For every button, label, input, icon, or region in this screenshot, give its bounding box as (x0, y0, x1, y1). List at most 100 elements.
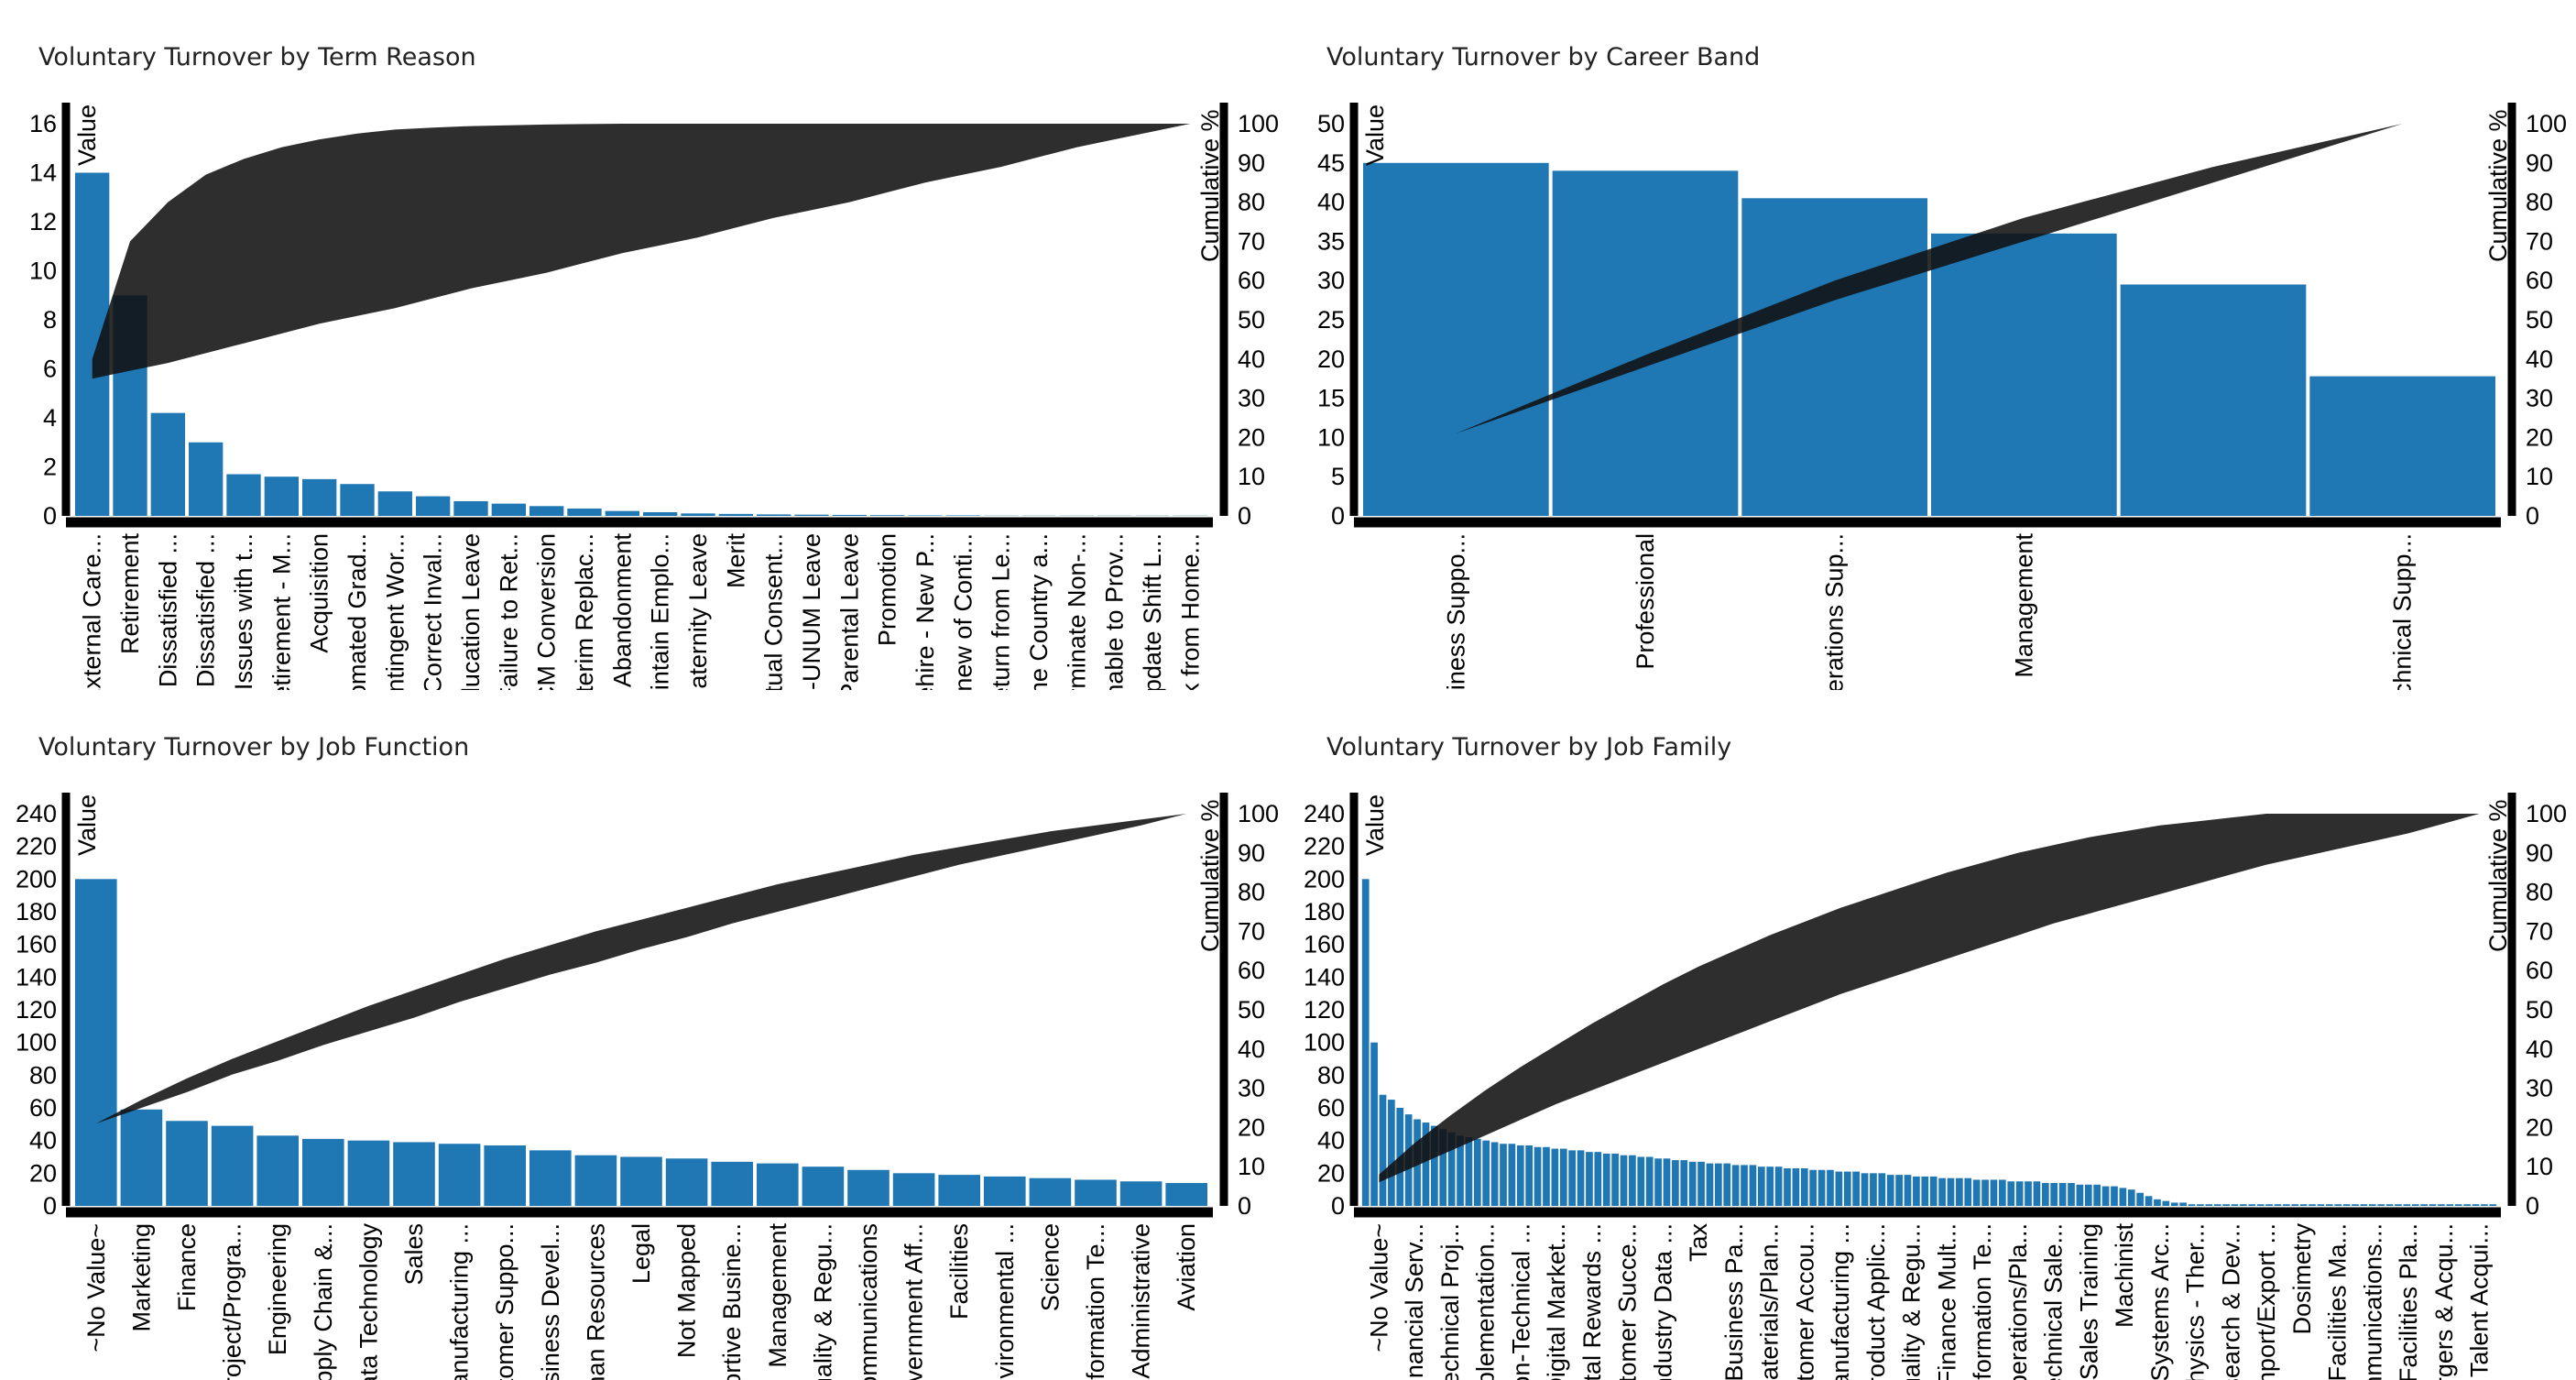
chart-3-ytick-7: 140 (1304, 963, 1345, 991)
chart-3-bar-3 (1388, 1100, 1395, 1206)
chart-3-ytick-10: 200 (1304, 865, 1345, 893)
chart-3-bar-7 (1422, 1123, 1430, 1206)
chart-3-xtick-29: Facilities Pla... (2395, 1223, 2422, 1380)
chart-0-xtick-21: Promotion (874, 533, 901, 646)
chart-0-title: Voluntary Turnover by Term Reason (38, 43, 476, 71)
chart-term-reason: Voluntary Turnover by Term Reason 0 2 4 6 8 10… (0, 0, 1288, 690)
chart-0-xtick-9: Correct Inval... (420, 533, 447, 690)
chart-1-ylabel: Value (1361, 104, 1389, 166)
chart-2-ytick-4: 80 (29, 1061, 57, 1089)
chart-0-bar-7 (340, 484, 375, 516)
chart-3-bar-111 (2317, 1204, 2325, 1206)
chart-3-y2tick-6: 60 (2526, 957, 2553, 984)
chart-2-y2tick-3: 30 (1238, 1075, 1265, 1102)
chart-0-y2tick-8: 80 (1238, 189, 1265, 216)
chart-3-xtick-12: Customer Accou... (1791, 1223, 1818, 1380)
chart-0-ytick-0: 0 (43, 502, 57, 530)
chart-3-bar-21 (1543, 1146, 1550, 1206)
chart-3-xtick-9: Tax (1685, 1223, 1712, 1263)
chart-0-bar-10 (453, 500, 488, 516)
chart-0-bar-20 (832, 514, 867, 516)
chart-3-xtick-30: Mergers & Acqu... (2430, 1223, 2458, 1380)
chart-3-bar-117 (2368, 1204, 2376, 1206)
chart-3-bar-51 (1800, 1167, 1808, 1206)
chart-3-bar-102 (2240, 1204, 2247, 1206)
chart-2-y2tick-1: 10 (1238, 1153, 1265, 1180)
chart-2-ytick-5: 100 (16, 1029, 57, 1057)
chart-3-bar-17 (1508, 1144, 1516, 1206)
chart-3-bar-34 (1654, 1158, 1662, 1206)
chart-3-bar-24 (1568, 1150, 1577, 1206)
chart-3-xtick-13: Manufacturing ... (1827, 1223, 1854, 1380)
chart-1-y2tick-0: 0 (2526, 502, 2539, 530)
chart-3-bar-27 (1594, 1152, 1602, 1206)
chart-2-xtick-12: Legal (628, 1223, 655, 1284)
chart-0-xtick-13: Interim Replac... (571, 533, 598, 690)
chart-3-bar-1 (1370, 1042, 1378, 1206)
chart-3-bar-104 (2256, 1204, 2265, 1206)
chart-0-xtick-22: Rehire - New P... (911, 533, 939, 690)
chart-3-xtick-14: Product Applic... (1862, 1223, 1890, 1380)
chart-0-bar-5 (264, 476, 299, 516)
chart-3-bar-86 (2101, 1186, 2110, 1206)
chart-2-xtick-17: Communications (855, 1223, 882, 1380)
chart-3-bar-118 (2377, 1204, 2385, 1206)
chart-2-bar-9 (484, 1145, 526, 1206)
chart-0-y2label: Cumulative % (1196, 109, 1224, 262)
chart-3-ytick-12: 240 (1304, 800, 1345, 827)
chart-3-bar-81 (2058, 1183, 2067, 1206)
chart-2-bar-20 (984, 1176, 1026, 1206)
chart-3-xtick-6: Total Rewards ... (1578, 1223, 1606, 1380)
chart-2-y2tick-10: 100 (1238, 800, 1279, 827)
chart-3-ytick-8: 160 (1304, 931, 1345, 958)
chart-0-y2tick-4: 40 (1238, 345, 1265, 373)
chart-3-bar-120 (2395, 1204, 2402, 1206)
chart-0-y2tick-5: 50 (1238, 306, 1265, 334)
chart-1-ytick-1: 5 (1331, 463, 1345, 490)
chart-0-ytick-8: 16 (29, 110, 57, 137)
chart-1-y2tick-3: 30 (2526, 385, 2553, 412)
chart-3-bar-123 (2420, 1204, 2429, 1206)
chart-0-cumulative-area (92, 124, 1191, 379)
chart-2-ytick-6: 120 (16, 996, 57, 1024)
chart-3-bar-26 (1586, 1152, 1593, 1206)
chart-2-xtick-8: Manufacturing ... (446, 1223, 474, 1380)
chart-3-bar-79 (2041, 1183, 2049, 1206)
chart-1-xtick-2: Operations Sup... (1821, 533, 1849, 690)
chart-0-y2tick-9: 90 (1238, 149, 1265, 177)
chart-2-ytick-10: 200 (16, 865, 57, 893)
chart-2-bar-14 (711, 1161, 753, 1206)
chart-3-bar-41 (1714, 1163, 1722, 1206)
chart-3-bar-9 (1439, 1129, 1447, 1206)
chart-0-xtick-16: Maternity Leave (684, 533, 712, 690)
chart-2-title: Voluntary Turnover by Job Function (38, 733, 469, 761)
chart-2-xtick-15: Management (764, 1223, 791, 1368)
chart-1-ytick-4: 20 (1317, 345, 1345, 373)
chart-3-xtick-17: Information Te... (1969, 1223, 1996, 1380)
chart-3-y2tick-4: 40 (2526, 1035, 2553, 1063)
chart-3-bar-19 (1525, 1145, 1534, 1206)
chart-3-ytick-5: 100 (1304, 1029, 1345, 1057)
chart-0-xtick-7: Automated Grad... (344, 533, 371, 690)
chart-2-xtick-4: Engineering (264, 1223, 291, 1355)
chart-3-bar-114 (2342, 1204, 2351, 1206)
chart-3-bar-82 (2068, 1183, 2075, 1206)
chart-3-xtick-11: Materials/Plan... (1756, 1223, 1784, 1380)
chart-3-bar-22 (1551, 1148, 1559, 1206)
chart-0-bar-23 (945, 515, 980, 516)
chart-3-xtick-25: Import/Export ... (2253, 1223, 2280, 1380)
chart-0-xtick-14: Job Abandonment (608, 533, 636, 690)
chart-2-y2tick-5: 50 (1238, 996, 1265, 1024)
chart-3-bar-127 (2454, 1204, 2462, 1206)
chart-1-ytick-7: 35 (1317, 227, 1345, 255)
chart-3-bar-23 (1559, 1148, 1567, 1206)
chart-1-y2label: Cumulative % (2484, 109, 2512, 262)
chart-2-bar-21 (1029, 1177, 1072, 1206)
chart-0-bar-11 (491, 503, 526, 516)
chart-3-bar-73 (1990, 1179, 1998, 1206)
chart-3-bar-61 (1886, 1175, 1894, 1206)
chart-2-xtick-10: Business Devel... (537, 1223, 564, 1380)
chart-job-function-svg: Voluntary Turnover by Job Function 0 20 40 6… (16, 733, 1279, 1380)
chart-3-xtick-5: Digital Market... (1543, 1223, 1570, 1380)
chart-1-y2tick-1: 10 (2526, 463, 2553, 490)
